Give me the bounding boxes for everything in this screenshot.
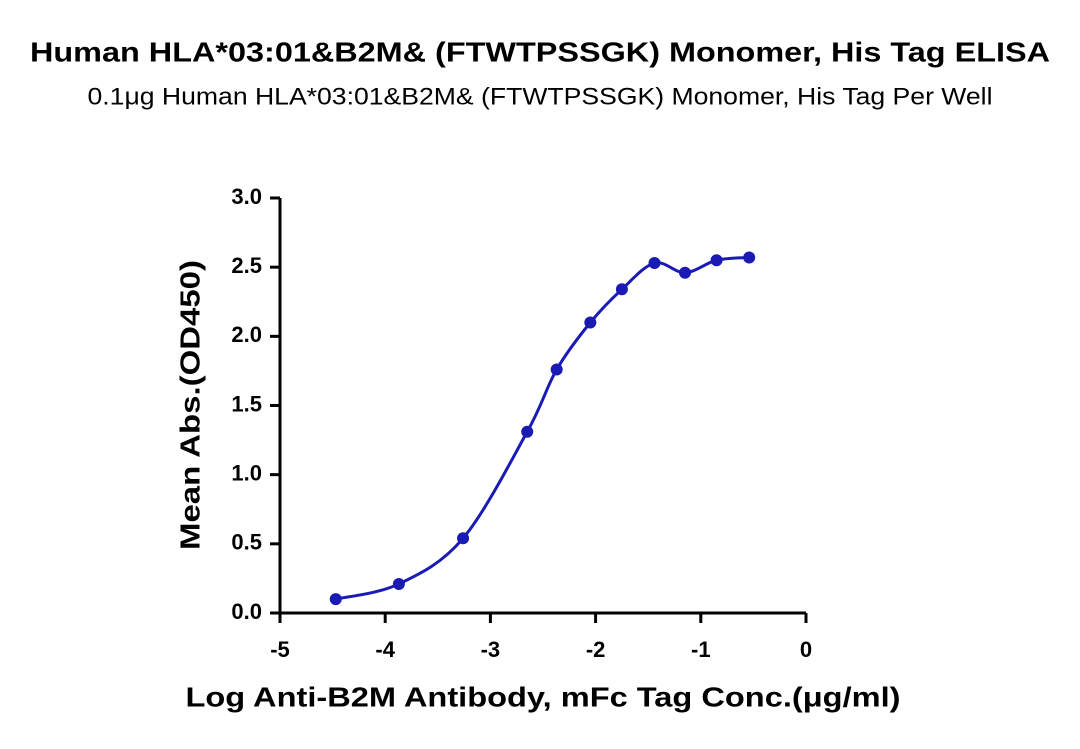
data-point (550, 363, 563, 376)
y-tick-label: 2.5 (231, 253, 262, 278)
y-axis-title: Mean Abs.(OD450) (174, 260, 205, 550)
fit-curve (335, 255, 750, 601)
chart-title: Human HLA*03:01&B2M& (FTWTPSSGK) Monomer… (30, 36, 1050, 67)
x-tick-label: -5 (270, 637, 290, 662)
y-tick-label: 0.0 (231, 599, 262, 624)
data-point (521, 425, 534, 438)
data-point (648, 257, 661, 270)
y-tick-label: 1.5 (231, 391, 262, 416)
x-axis-title: Log Anti-B2M Antibody, mFc Tag Conc.(μg/… (186, 681, 901, 712)
data-point (329, 593, 342, 606)
x-tick-label: -4 (375, 637, 395, 662)
data-point (743, 251, 756, 264)
data-point (615, 283, 628, 296)
y-tick-label: 1.0 (231, 460, 262, 485)
y-tick-label: 3.0 (231, 184, 262, 209)
data-point (710, 254, 723, 267)
x-tick-label: -3 (481, 637, 501, 662)
x-tick-label: -1 (691, 637, 711, 662)
x-tick-label: 0 (800, 637, 812, 662)
data-point (457, 532, 470, 545)
data-point (584, 316, 597, 329)
data-point (392, 577, 405, 590)
chart-subtitle: 0.1μg Human HLA*03:01&B2M& (FTWTPSSGK) M… (88, 83, 993, 110)
data-point (679, 266, 692, 279)
y-tick-label: 0.5 (231, 530, 262, 555)
x-tick-label: -2 (586, 637, 606, 662)
y-tick-label: 2.0 (231, 322, 262, 347)
